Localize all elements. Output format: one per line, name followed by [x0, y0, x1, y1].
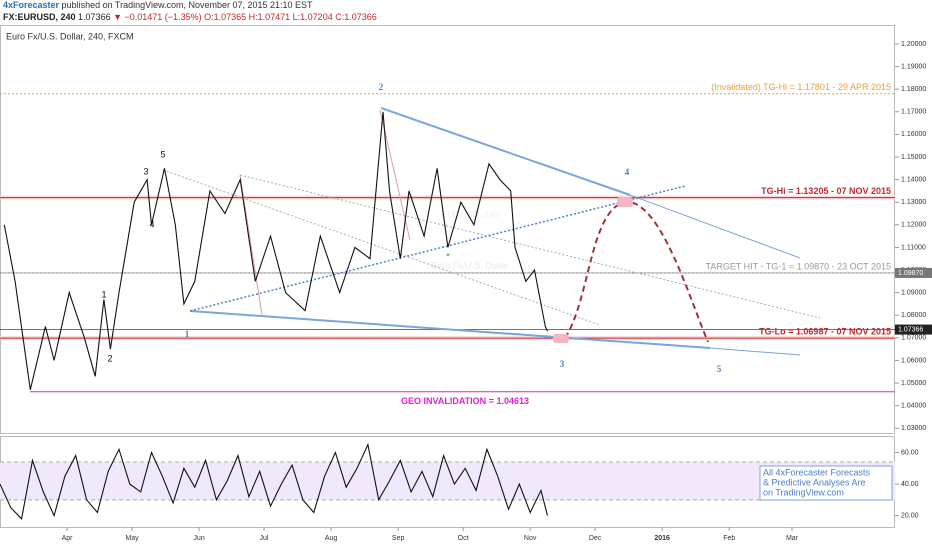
- trendline: [189, 185, 686, 312]
- y-tick-label: 1.17000: [901, 109, 926, 116]
- watermark-sub: Euro Fx/U.S. Dollar: [431, 260, 509, 270]
- chart-title: Euro Fx/U.S. Dollar, 240, FXCM: [6, 31, 134, 41]
- note-line: & Predictive Analyses Are: [763, 477, 866, 487]
- trendline: [162, 169, 601, 326]
- y-tick-label: 1.20000: [901, 41, 926, 48]
- x-tick-label: Aug: [325, 535, 338, 542]
- symbol: FX:EURUSD, 240: [3, 12, 76, 22]
- price-label: 1.07366: [898, 326, 923, 333]
- marker: *: [446, 251, 450, 261]
- price-label: 1.09870: [898, 270, 923, 277]
- ohlc: O:1.07365 H:1.07471 L:1.07204 C:1.07366: [204, 12, 377, 22]
- level-label: TG-Lo = 1.06987 - 07 NOV 2015: [759, 327, 891, 337]
- x-tick-label: Oct: [458, 535, 469, 542]
- wave-label: 4: [625, 167, 630, 177]
- header-quote: FX:EURUSD, 240 1.07366 ▼ −0.01471 (−1.35…: [3, 12, 377, 22]
- series-line: [0, 442, 549, 520]
- trendline: [380, 107, 631, 196]
- wave-label: 2: [379, 82, 384, 92]
- rsi-band: [0, 461, 895, 500]
- y-tick-label: 1.13000: [901, 199, 926, 206]
- price: 1.07366: [78, 12, 111, 22]
- change: ▼ −0.01471 (−1.35%): [113, 12, 201, 22]
- header-line: 4xForecaster published on TradingView.co…: [3, 0, 313, 10]
- y-tick-label: 1.09000: [901, 289, 926, 296]
- x-tick-label: Jun: [193, 535, 204, 542]
- x-tick-label: May: [125, 535, 139, 542]
- target-marker: [617, 197, 633, 207]
- watermark: EURUSD, 240: [441, 209, 499, 219]
- main-panel: [0, 25, 895, 434]
- wave-label: 5: [717, 364, 722, 374]
- x-tick-label: Apr: [62, 535, 74, 542]
- y-tick-label: 1.14000: [901, 176, 926, 183]
- trendline: [239, 174, 263, 316]
- x-tick-label: Dec: [589, 535, 602, 542]
- target-marker: [553, 334, 569, 343]
- y-tick-label: 1.19000: [901, 63, 926, 70]
- author: 4xForecaster: [3, 0, 60, 10]
- trendline: [189, 310, 711, 349]
- x-tick-label: 2016: [654, 535, 670, 542]
- note-line: All 4xForecaster Forecasts: [763, 467, 871, 477]
- y-tick-label: 1.18000: [901, 86, 926, 93]
- level-label: (Invalidated) TG-Hi = 1.17801 - 29 APR 2…: [711, 82, 891, 92]
- minor-label: 1: [101, 289, 106, 299]
- published: published on TradingView.com, November 0…: [59, 0, 313, 10]
- trendline: [709, 347, 801, 356]
- note-line: on TradingView.com: [763, 487, 844, 497]
- level-label: TG-Hi = 1.13205 - 07 NOV 2015: [761, 186, 891, 196]
- y-tick-label: 1.03000: [901, 425, 926, 432]
- minor-label: 3: [143, 166, 148, 176]
- y-tick-label: 20.00: [901, 512, 919, 519]
- level-label: TARGET HIT - TG-1 = 1.09870 - 23 OCT 201…: [706, 261, 892, 271]
- minor-label: 5: [160, 149, 165, 159]
- y-tick-label: 1.05000: [901, 380, 926, 387]
- trendline: [629, 194, 801, 259]
- x-tick-label: Mar: [786, 535, 799, 542]
- minor-label: 2: [107, 353, 112, 363]
- y-tick-label: 40.00: [901, 481, 919, 488]
- trendline: [239, 174, 821, 319]
- wave-label: 3: [560, 359, 565, 369]
- price-label-box: [895, 324, 932, 335]
- y-tick-label: 1.15000: [901, 154, 926, 161]
- y-tick-label: 1.06000: [901, 357, 926, 364]
- y-tick-label: 1.07000: [901, 335, 926, 342]
- y-tick-label: 1.08000: [901, 312, 926, 319]
- y-tick-label: 1.11000: [901, 244, 926, 251]
- x-tick-label: Sep: [392, 535, 405, 542]
- series-line: [3, 111, 548, 390]
- note-box: [759, 465, 893, 501]
- y-tick-label: 1.04000: [901, 402, 926, 409]
- x-tick-label: Jul: [260, 535, 269, 542]
- x-tick-label: Feb: [723, 535, 735, 542]
- y-tick-label: 60.00: [901, 449, 919, 456]
- level-label: GEO INVALIDATION = 1.04613: [401, 396, 529, 406]
- y-tick-label: 1.12000: [901, 222, 926, 229]
- y-tick-label: 1.16000: [901, 131, 926, 138]
- wave-label: 1: [185, 329, 190, 339]
- price-label-box: [895, 267, 932, 278]
- x-tick-label: Nov: [524, 535, 537, 542]
